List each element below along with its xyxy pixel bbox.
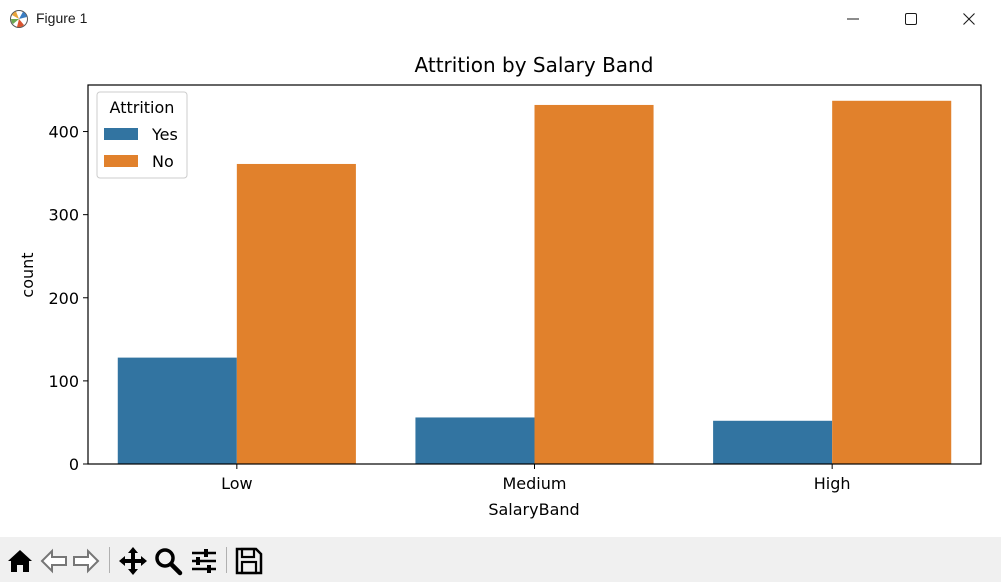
- bar-yes-high: [713, 420, 833, 464]
- bar-yes-low: [117, 357, 237, 464]
- home-button[interactable]: [4, 545, 36, 577]
- save-disk-icon: [235, 547, 263, 575]
- zoom-button[interactable]: [152, 545, 184, 577]
- configure-subplots-icon: [192, 549, 216, 573]
- minimize-button[interactable]: [824, 0, 882, 37]
- figure-canvas[interactable]: Attrition by Salary Band 0 100 200 300 400 L…: [0, 37, 1001, 537]
- x-axis-label: SalaryBand: [488, 500, 579, 519]
- y-tick-label: 400: [48, 123, 79, 142]
- save-button[interactable]: [233, 545, 265, 577]
- zoom-magnifier-icon: [155, 548, 183, 576]
- x-axis-ticks: Low Medium High: [221, 464, 851, 493]
- legend-title: Attrition: [110, 98, 175, 117]
- forward-arrow-icon: [73, 548, 100, 574]
- forward-button[interactable]: [70, 545, 102, 577]
- maximize-icon: [905, 12, 917, 25]
- legend-label-yes: Yes: [151, 125, 178, 144]
- bar-no-medium: [534, 104, 654, 465]
- legend-label-no: No: [152, 152, 174, 171]
- bar-chart: Attrition by Salary Band 0 100 200 300 400 L…: [18, 53, 982, 519]
- title-bar: Figure 1: [0, 0, 1001, 37]
- toolbar-separator: [226, 547, 227, 573]
- pan-move-icon: [119, 547, 147, 575]
- x-tick-label: Medium: [503, 474, 567, 493]
- back-arrow-icon: [40, 548, 67, 574]
- navigation-toolbar: [0, 537, 1001, 582]
- bar-yes-medium: [415, 417, 535, 464]
- y-tick-label: 0: [69, 455, 79, 474]
- chart-title: Attrition by Salary Band: [415, 53, 654, 77]
- legend: Attrition Yes No: [96, 91, 188, 179]
- close-icon: [963, 12, 975, 25]
- configure-subplots-button[interactable]: [188, 545, 220, 577]
- bars-group: [117, 100, 952, 465]
- back-button[interactable]: [38, 545, 70, 577]
- legend-swatch-yes: [104, 128, 138, 140]
- legend-swatch-no: [104, 155, 138, 167]
- bar-no-high: [832, 100, 952, 464]
- window-title: Figure 1: [36, 10, 88, 26]
- home-icon: [8, 550, 32, 572]
- maximize-button[interactable]: [882, 0, 940, 37]
- pan-button[interactable]: [117, 545, 149, 577]
- y-axis-ticks: 0 100 200 300 400: [48, 123, 88, 474]
- bar-no-low: [236, 163, 356, 464]
- y-axis-label: count: [18, 252, 37, 297]
- matplotlib-app-icon: [9, 9, 29, 29]
- x-tick-label: High: [814, 474, 851, 493]
- close-button[interactable]: [940, 0, 998, 37]
- x-tick-label: Low: [221, 474, 253, 493]
- y-tick-label: 200: [48, 289, 79, 308]
- y-tick-label: 300: [48, 206, 79, 225]
- minimize-icon: [847, 18, 859, 19]
- y-tick-label: 100: [48, 372, 79, 391]
- toolbar-separator: [109, 547, 110, 573]
